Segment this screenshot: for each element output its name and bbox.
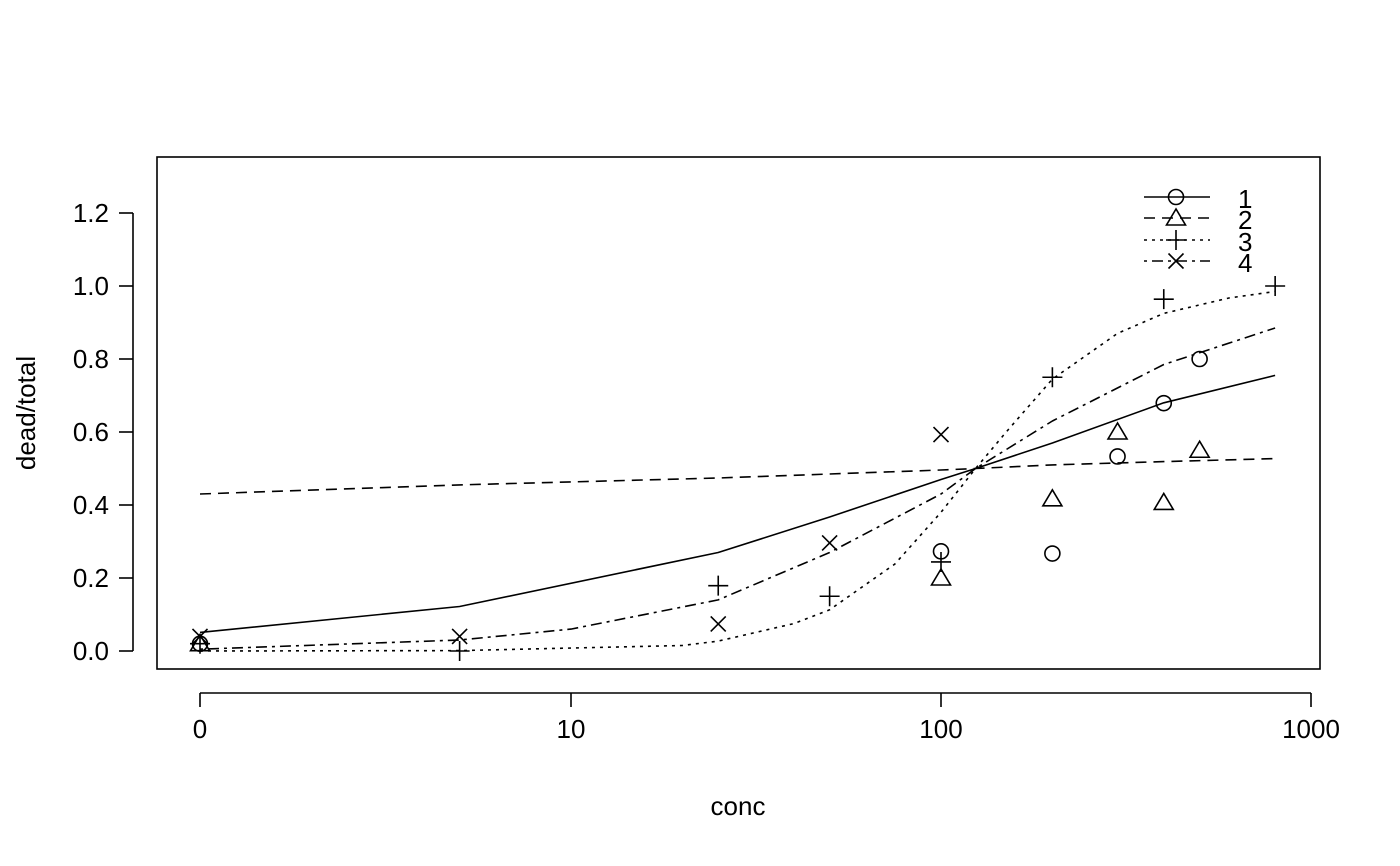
y-axis-label: dead/total — [11, 356, 41, 470]
data-point-series-4 — [932, 426, 950, 443]
legend-label-series-1: 1 — [1238, 184, 1252, 214]
data-point-series-1 — [1044, 545, 1061, 562]
x-tick-label: 1000 — [1282, 714, 1340, 744]
data-point-series-3 — [449, 641, 470, 661]
data-point-series-3 — [819, 586, 840, 607]
x-axis-label: conc — [711, 791, 766, 821]
legend-label-series-3: 3 — [1238, 227, 1252, 257]
y-tick-label: 1.2 — [73, 198, 109, 228]
data-point-series-3 — [1153, 289, 1174, 310]
legend-marker-series-1 — [1167, 188, 1185, 206]
legend-marker-series-3 — [1166, 230, 1186, 250]
data-point-series-4 — [191, 628, 209, 645]
y-tick-label: 0.8 — [73, 344, 109, 374]
fit-curve-series-1 — [199, 374, 1276, 634]
fit-curve-series-4 — [199, 327, 1276, 650]
data-point-series-3 — [1042, 367, 1063, 388]
y-tick-label: 0.4 — [73, 490, 109, 520]
data-point-series-4 — [821, 534, 838, 552]
y-tick-label: 0.2 — [73, 563, 109, 593]
data-point-series-2 — [1152, 491, 1175, 511]
data-point-series-3 — [1265, 276, 1286, 296]
data-point-series-2 — [1106, 421, 1129, 440]
x-tick-label: 10 — [557, 714, 586, 744]
data-point-series-1 — [1155, 394, 1173, 412]
x-tick-label: 100 — [919, 714, 962, 744]
x-tick-label: 0 — [193, 714, 207, 744]
y-tick-label: 1.0 — [73, 271, 109, 301]
y-tick-label: 0.0 — [73, 636, 109, 666]
data-point-series-2 — [1188, 439, 1211, 459]
data-point-series-4 — [451, 628, 468, 645]
plot-frame — [156, 156, 1321, 670]
data-point-series-2 — [1041, 488, 1064, 507]
legend-label-series-4: 4 — [1238, 248, 1252, 278]
fit-curve-series-2 — [199, 457, 1276, 495]
y-tick-label: 0.6 — [73, 417, 109, 447]
data-point-series-3 — [708, 575, 729, 596]
data-point-series-2 — [930, 567, 952, 586]
fit-curve-series-3 — [199, 290, 1276, 652]
legend-marker-series-2 — [1165, 207, 1187, 226]
data-point-series-1 — [1109, 448, 1126, 465]
legend-label-series-2: 2 — [1238, 205, 1252, 235]
data-point-series-4 — [710, 615, 727, 633]
data-point-series-1 — [1191, 350, 1208, 368]
data-point-series-3 — [931, 551, 951, 572]
legend-marker-series-4 — [1167, 252, 1185, 270]
